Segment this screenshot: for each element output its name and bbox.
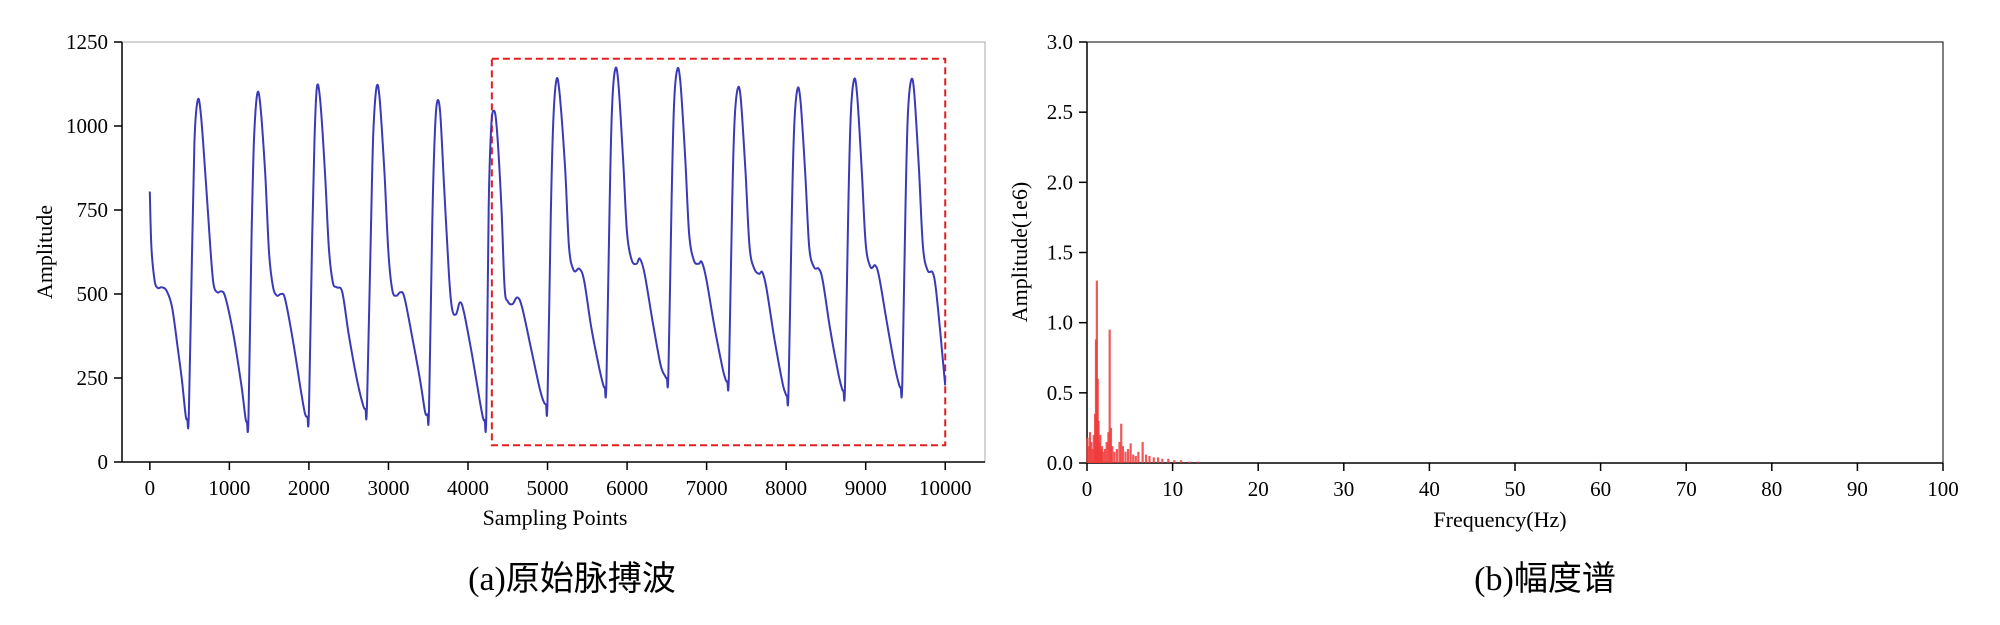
chart-b-xtick-label: 30 (1333, 477, 1354, 501)
chart-b-ylabel: Amplitude(1e6) (1007, 182, 1032, 323)
chart-b-ytick-label: 2.5 (1047, 100, 1073, 124)
chart-a-xtick-label: 1000 (208, 476, 250, 500)
chart-a-ticks: 0 1000 2000 3000 4000 5000 6000 7000 8000 9000 100… (66, 30, 971, 500)
chart-b-xtick-label: 90 (1847, 477, 1868, 501)
chart-a-ytick-label: 250 (77, 366, 109, 390)
chart-b-xtick-label: 80 (1761, 477, 1782, 501)
chart-b-ytick-label: 3.0 (1047, 30, 1073, 54)
chart-b-bars (1086, 280, 1200, 463)
chart-a-xtick-label: 5000 (527, 476, 569, 500)
chart-a-xlabel: Sampling Points (483, 505, 628, 530)
chart-a-ytick-label: 500 (77, 282, 109, 306)
chart-b-caption: (b)幅度谱 (1474, 560, 1616, 598)
chart-b-xtick-label: 70 (1676, 477, 1697, 501)
chart-b-xtick-label: 0 (1082, 477, 1093, 501)
chart-a-caption: (a)原始脉搏波 (468, 560, 676, 598)
chart-a-xtick-label: 6000 (606, 476, 648, 500)
chart-a-ytick-label: 1250 (66, 30, 108, 54)
chart-b-xtick-label: 100 (1927, 477, 1959, 501)
chart-b-ytick-label: 0.0 (1047, 451, 1073, 475)
chart-b-xlabel: Frequency(Hz) (1433, 507, 1566, 532)
chart-b-xtick-label: 40 (1419, 477, 1440, 501)
chart-a-highlight-box (490, 57, 947, 447)
chart-b-xtick-label: 20 (1248, 477, 1269, 501)
chart-a-series-line (148, 66, 947, 434)
chart-b-xtick-label: 10 (1162, 477, 1183, 501)
chart-b-plot-frame (1086, 41, 1944, 464)
chart-a-ytick-label: 750 (77, 198, 109, 222)
chart-b-ytick-label: 0.5 (1047, 381, 1073, 405)
chart-a-xtick-label: 0 (145, 476, 156, 500)
chart-b-ytick-label: 2.0 (1047, 170, 1073, 194)
chart-b: 0 10 20 30 40 50 60 70 80 90 100 0.0 0.5 1.0 1.5 2.0 2.5… (1007, 30, 1959, 598)
chart-a: 0 1000 2000 3000 4000 5000 6000 7000 8000 9000 100… (32, 30, 986, 598)
chart-a-xtick-label: 2000 (288, 476, 330, 500)
chart-a-xtick-label: 8000 (765, 476, 807, 500)
chart-b-ytick-label: 1.0 (1047, 311, 1073, 335)
chart-b-ytick-label: 1.5 (1047, 241, 1073, 265)
chart-a-ylabel: Amplitude (32, 205, 57, 299)
chart-b-ticks: 0 10 20 30 40 50 60 70 80 90 100 0.0 0.5 1.0 1.5 2.0 2.5… (1047, 30, 1959, 501)
chart-b-xtick-label: 60 (1590, 477, 1611, 501)
chart-a-xtick-label: 10000 (919, 476, 972, 500)
chart-a-xtick-label: 7000 (686, 476, 728, 500)
chart-a-ytick-label: 0 (98, 450, 109, 474)
chart-a-ytick-label: 1000 (66, 114, 108, 138)
chart-a-xtick-label: 4000 (447, 476, 489, 500)
chart-a-xtick-label: 3000 (367, 476, 409, 500)
chart-a-xtick-label: 9000 (845, 476, 887, 500)
chart-b-xtick-label: 50 (1505, 477, 1526, 501)
